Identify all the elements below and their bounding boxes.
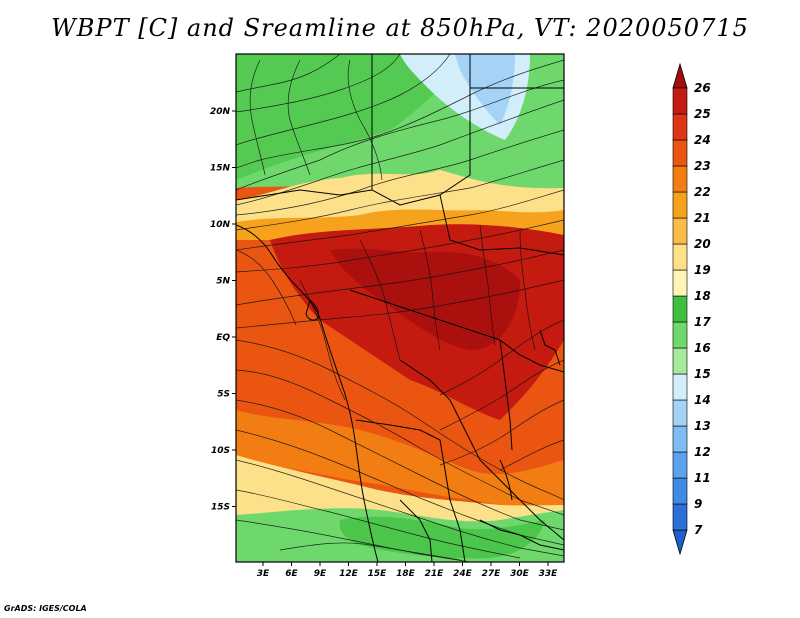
colorbar-segment — [672, 399, 688, 427]
colorbar-over-arrow — [672, 62, 688, 89]
colorbar: 7 9 11 12 13 14 15 16 17 18 19 20 21 22 23 24 25 26 — [672, 62, 711, 556]
colorbar-segment — [672, 269, 688, 297]
colorbar-label: 26 — [694, 81, 711, 95]
colorbar-segment — [672, 243, 688, 271]
lon-tick-label: 24E — [453, 569, 473, 579]
colorbar-label: 9 — [694, 497, 702, 511]
colorbar-label: 17 — [694, 315, 711, 329]
chart-title: WBPT [C] and Sreamline at 850hPa, VT: 20… — [51, 14, 749, 42]
lon-tick-label: 18E — [396, 569, 416, 579]
lon-tick-label: 3E — [257, 569, 270, 579]
colorbar-label: 16 — [694, 341, 711, 355]
field-hot-darkest — [330, 248, 520, 350]
colorbar-segment — [672, 217, 688, 245]
colorbar-segment — [672, 113, 688, 141]
country-borders — [236, 54, 564, 562]
lon-tick-label: 27E — [482, 569, 502, 579]
lat-tick-label: 20N — [210, 107, 231, 117]
colorbar-segment — [672, 165, 688, 193]
credit-text: GrADS: IGES/COLA — [4, 604, 87, 613]
colorbar-label: 11 — [694, 471, 711, 485]
colorbar-label: 12 — [694, 445, 711, 459]
colorbar-label: 24 — [694, 133, 711, 147]
lat-tick-label: 10N — [210, 220, 231, 230]
longitude-axis: 3E 6E 9E 12E 15E 18E 21E 24E 27E 30E 33E — [257, 562, 558, 579]
colorbar-segment — [672, 347, 688, 375]
colorbar-label: 14 — [694, 393, 711, 407]
lat-tick-label: 15N — [210, 164, 231, 174]
lon-tick-label: 9E — [314, 569, 327, 579]
lat-tick-label: 5N — [216, 277, 230, 287]
colorbar-label: 13 — [694, 419, 711, 433]
colorbar-label: 21 — [694, 211, 711, 225]
colorbar-segment — [672, 373, 688, 401]
lon-tick-label: 15E — [368, 569, 388, 579]
colorbar-segment — [672, 139, 688, 167]
colorbar-under-arrow — [672, 529, 688, 556]
colorbar-segment — [672, 87, 688, 115]
colorbar-segment — [672, 451, 688, 479]
map-frame — [235, 53, 565, 563]
colorbar-segment — [672, 425, 688, 453]
colorbar-segment — [672, 191, 688, 219]
colorbar-segment — [672, 503, 688, 531]
colorbar-segment — [672, 321, 688, 349]
colorbar-segment — [672, 477, 688, 505]
colorbar-label: 19 — [694, 263, 711, 277]
lon-tick-label: 30E — [510, 569, 530, 579]
lon-tick-label: 21E — [425, 569, 445, 579]
colorbar-label: 18 — [694, 289, 711, 303]
field-north-darkgreen — [236, 54, 470, 180]
colorbar-segment — [672, 295, 688, 323]
colorbar-label: 23 — [694, 159, 711, 173]
latitude-axis: 20N 15N 10N 5N EQ 5S 10S 15S — [210, 107, 236, 513]
colorbar-label: 15 — [694, 367, 711, 381]
colorbar-label: 7 — [694, 523, 703, 537]
lat-tick-label: 5S — [217, 390, 230, 400]
lat-tick-label: 15S — [211, 503, 230, 513]
lat-tick-label: 10S — [211, 446, 230, 456]
lon-tick-label: 12E — [339, 569, 359, 579]
colorbar-label: 20 — [694, 237, 711, 251]
colorbar-label: 25 — [694, 107, 711, 121]
lon-tick-label: 33E — [539, 569, 559, 579]
colorbar-label: 22 — [694, 185, 711, 199]
lon-tick-label: 6E — [285, 569, 298, 579]
lat-tick-label: EQ — [216, 333, 230, 343]
